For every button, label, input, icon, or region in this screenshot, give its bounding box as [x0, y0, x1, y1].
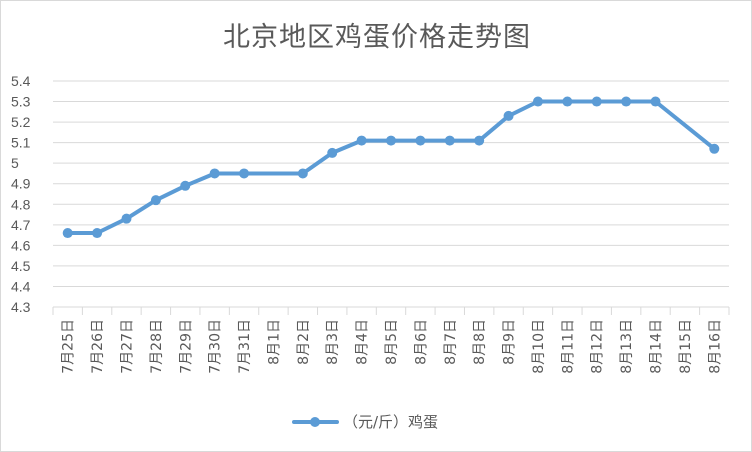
data-point — [650, 96, 661, 107]
legend-label: （元/斤）鸡蛋 — [343, 413, 438, 431]
chart-title: 北京地区鸡蛋价格走势图 — [223, 22, 531, 53]
data-point — [709, 143, 720, 154]
data-point — [621, 96, 632, 107]
x-tick-label: 8月13日 — [619, 319, 635, 374]
data-point — [121, 213, 132, 224]
data-point — [327, 147, 338, 158]
y-tick-label: 4.9 — [11, 176, 31, 192]
series-line — [65, 99, 717, 235]
x-tick-label: 8月2日 — [296, 319, 312, 365]
x-tick-label: 8月7日 — [443, 319, 459, 365]
data-point — [444, 135, 455, 146]
x-tick-label: 7月28日 — [149, 319, 165, 374]
y-tick-label: 4.6 — [11, 237, 31, 253]
x-tick-label: 7月27日 — [119, 319, 135, 374]
x-tick-label: 7月30日 — [208, 319, 224, 374]
x-tick-label: 8月5日 — [384, 319, 400, 365]
legend-marker — [310, 417, 320, 427]
x-tick-label: 7月29日 — [178, 319, 194, 374]
data-point — [239, 168, 250, 179]
y-tick-label: 4.4 — [11, 278, 31, 294]
x-tick-label: 8月3日 — [325, 319, 341, 365]
y-tick-label: 5.3 — [11, 94, 31, 110]
data-point — [92, 228, 103, 239]
data-point — [209, 168, 220, 179]
x-tick-label: 8月15日 — [678, 319, 694, 374]
x-tick-label: 8月11日 — [560, 319, 576, 374]
x-tick-label: 8月8日 — [472, 319, 488, 365]
x-tick-label: 8月16日 — [707, 319, 723, 374]
x-tick-label: 7月25日 — [61, 319, 77, 374]
data-point — [562, 96, 573, 107]
data-point — [180, 180, 191, 191]
data-point — [591, 96, 602, 107]
y-tick-label: 5.4 — [11, 73, 31, 89]
data-point — [386, 135, 396, 146]
y-tick-label: 5.2 — [11, 114, 31, 130]
data-point — [532, 96, 543, 107]
data-point — [415, 135, 426, 146]
y-tick-label: 5 — [11, 155, 19, 171]
data-point — [503, 110, 514, 121]
x-tick-label: 7月31日 — [237, 319, 253, 374]
x-tick-label: 7月26日 — [90, 319, 106, 374]
x-tick-label: 8月9日 — [502, 319, 518, 365]
data-point — [356, 135, 367, 146]
data-point — [62, 228, 73, 239]
x-tick-label: 8月10日 — [531, 319, 547, 374]
x-tick-label: 8月4日 — [355, 319, 371, 365]
y-tick-label: 4.3 — [11, 299, 31, 315]
y-tick-label: 5.1 — [11, 135, 31, 151]
data-point — [150, 195, 161, 206]
x-tick-label: 8月12日 — [590, 319, 606, 374]
x-tick-label: 8月14日 — [649, 319, 665, 374]
data-point — [297, 168, 308, 179]
y-tick-label: 4.8 — [11, 196, 31, 212]
x-tick-label: 8月6日 — [413, 319, 429, 365]
data-point — [474, 135, 485, 146]
y-tick-label: 4.7 — [11, 217, 31, 233]
x-tick-label: 8月1日 — [266, 319, 282, 365]
y-tick-label: 4.5 — [11, 258, 31, 274]
